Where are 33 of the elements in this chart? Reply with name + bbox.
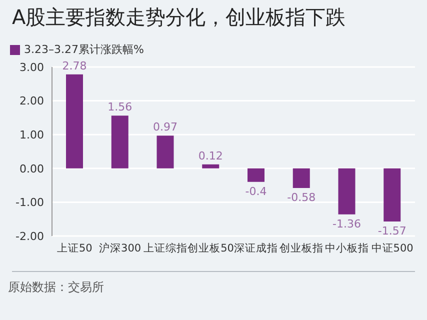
data-label: -0.4: [245, 184, 267, 198]
y-tick-label: 1.00: [20, 128, 44, 142]
x-tick-label: 创业板50: [188, 241, 234, 254]
bar: [248, 168, 264, 182]
bar: [111, 116, 128, 168]
y-tick-label: 0.00: [20, 162, 44, 176]
data-label: -0.58: [287, 191, 316, 204]
y-tick-label: -1.00: [16, 196, 44, 210]
data-label: -1.57: [378, 224, 406, 238]
data-label: 0.97: [153, 120, 178, 134]
data-label: 0.12: [198, 149, 223, 162]
x-tick-label: 中证500: [371, 241, 414, 254]
x-tick-label: 上证综指: [143, 241, 188, 254]
x-tick-label: 中小板指: [324, 241, 369, 254]
y-tick-label: 3.00: [20, 60, 44, 74]
x-tick-label: 沪深300: [99, 241, 142, 254]
bar: [338, 168, 356, 214]
bar: [292, 168, 310, 188]
bar: [384, 168, 401, 222]
y-tick-label: 2.00: [20, 94, 44, 108]
chart-title: A股主要指数走势分化，创业板指下跌: [12, 4, 346, 31]
bar: [156, 136, 174, 168]
data-label: 2.78: [62, 59, 87, 72]
y-tick-label: -2.00: [16, 230, 44, 243]
legend-label: 3.23–3.27累计涨跌幅%: [24, 43, 144, 56]
data-label: -1.36: [332, 217, 361, 230]
x-tick-label: 深证成指: [234, 241, 278, 254]
x-tick-label: 创业板指: [280, 241, 324, 254]
bar: [66, 74, 83, 168]
x-tick-label: 上证50: [57, 241, 92, 254]
data-label: 1.56: [108, 100, 132, 114]
bar: [202, 164, 220, 168]
text: 原始数据：交易所: [8, 279, 104, 296]
